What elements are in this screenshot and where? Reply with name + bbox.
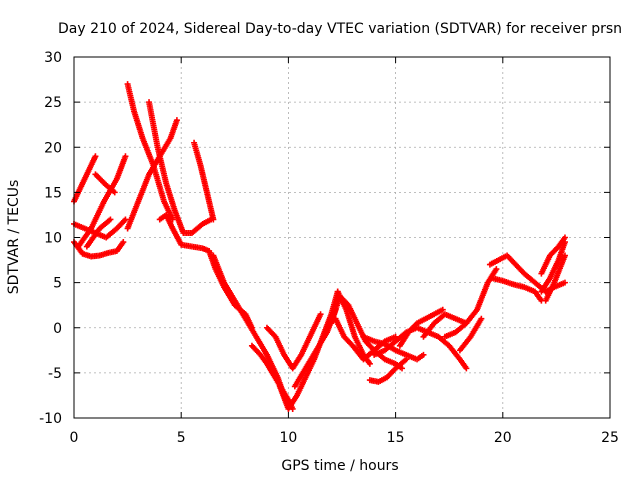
data-series bbox=[75, 153, 129, 250]
data-point-marker bbox=[403, 356, 410, 363]
data-point-marker bbox=[561, 252, 568, 259]
data-series bbox=[366, 356, 410, 385]
x-tick-label: 15 bbox=[387, 430, 405, 446]
y-axis-ticks: -10 -5 0 5 10 15 20 25 30 bbox=[39, 50, 610, 427]
data-point-marker bbox=[122, 153, 129, 160]
data-series bbox=[124, 81, 176, 223]
x-tick-label: 5 bbox=[177, 430, 186, 446]
x-tick-label: 20 bbox=[494, 430, 512, 446]
data-series bbox=[83, 216, 114, 250]
data-series bbox=[456, 315, 485, 354]
data-point-marker bbox=[399, 365, 406, 372]
data-series bbox=[542, 279, 568, 295]
y-tick-label: -10 bbox=[39, 411, 62, 427]
data-series bbox=[92, 171, 118, 196]
data-point-marker bbox=[463, 365, 470, 372]
data-series bbox=[538, 239, 568, 295]
data-series bbox=[146, 99, 215, 236]
y-tick-label: 15 bbox=[44, 185, 62, 201]
data-series bbox=[489, 275, 545, 304]
data-point-marker bbox=[120, 239, 127, 246]
x-axis-ticks: 0 5 10 15 20 25 bbox=[70, 57, 619, 446]
y-tick-label: 10 bbox=[44, 231, 62, 247]
y-tick-label: 5 bbox=[53, 276, 62, 292]
y-axis-label: SDTVAR / TECUs bbox=[6, 180, 22, 295]
data-point-marker bbox=[107, 216, 114, 223]
data-point-marker bbox=[420, 351, 427, 358]
data-marks bbox=[71, 81, 568, 412]
data-point-marker bbox=[561, 279, 568, 286]
data-point-marker bbox=[561, 239, 568, 246]
y-tick-label: 20 bbox=[44, 140, 62, 156]
y-tick-label: 0 bbox=[53, 321, 62, 337]
grid bbox=[74, 57, 610, 418]
data-series bbox=[71, 216, 129, 241]
data-point-marker bbox=[439, 306, 446, 313]
y-tick-label: 25 bbox=[44, 95, 62, 111]
data-series bbox=[538, 234, 568, 277]
data-series bbox=[396, 306, 446, 349]
data-point-marker bbox=[317, 311, 324, 318]
data-point-marker bbox=[478, 315, 485, 322]
data-series bbox=[291, 306, 339, 390]
y-tick-label: 30 bbox=[44, 50, 62, 66]
data-point-marker bbox=[493, 266, 500, 273]
x-axis-label: GPS time / hours bbox=[281, 458, 398, 474]
data-point-marker bbox=[173, 117, 180, 124]
data-point-marker bbox=[366, 360, 373, 367]
chart-title: Day 210 of 2024, Sidereal Day-to-day VTE… bbox=[58, 21, 622, 37]
data-point-marker bbox=[111, 189, 118, 196]
y-tick-label: -5 bbox=[48, 366, 62, 382]
data-point-marker bbox=[92, 153, 99, 160]
data-series bbox=[441, 266, 500, 340]
data-series bbox=[191, 139, 217, 223]
data-series bbox=[71, 153, 99, 205]
data-point-marker bbox=[210, 216, 217, 223]
data-series bbox=[71, 239, 127, 260]
x-tick-label: 25 bbox=[601, 430, 619, 446]
x-tick-label: 0 bbox=[70, 430, 79, 446]
data-series bbox=[263, 311, 324, 372]
data-point-marker bbox=[122, 216, 129, 223]
x-tick-label: 10 bbox=[279, 430, 297, 446]
data-series bbox=[332, 315, 399, 363]
